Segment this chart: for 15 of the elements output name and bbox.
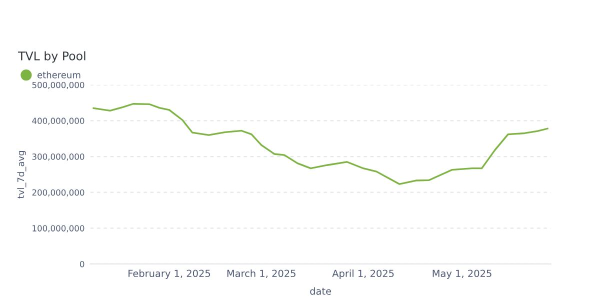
y-tick-label: 400,000,000	[32, 118, 84, 125]
y-tick-label: 300,000,000	[32, 154, 84, 161]
x-tick-label: March 1, 2025	[227, 270, 296, 278]
y-tick-label: 100,000,000	[32, 225, 84, 232]
y-tick-label: 500,000,000	[32, 82, 84, 90]
x-tick-label: May 1, 2025	[432, 270, 492, 279]
y-tick-label: 200,000,000	[32, 189, 84, 196]
line-series	[92, 103, 548, 185]
x-axis-title: date	[310, 287, 332, 295]
y-tick-label: 0	[80, 260, 84, 268]
x-tick-label: April 1, 2025	[332, 270, 394, 279]
chart-title: TVL by Pool	[18, 51, 86, 63]
x-tick-label: February 1, 2025	[128, 270, 210, 279]
legend-label: ethereum	[38, 71, 80, 78]
y-axis-title: tvl_7d_avg	[17, 151, 26, 198]
